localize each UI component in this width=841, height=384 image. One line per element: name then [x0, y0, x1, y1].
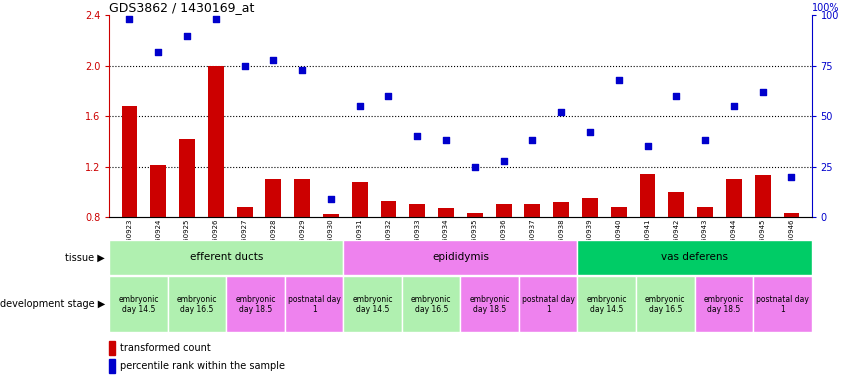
Text: 100%: 100%: [812, 3, 839, 13]
Bar: [467, 213, 483, 217]
Point: [756, 89, 770, 95]
Point: [353, 103, 367, 109]
Bar: [343, 276, 402, 332]
Bar: [266, 179, 281, 217]
Bar: [784, 213, 799, 217]
Bar: [109, 276, 168, 332]
Bar: [695, 276, 753, 332]
Point: [669, 93, 683, 99]
Text: postnatal day
1: postnatal day 1: [521, 295, 574, 314]
Text: GDS3862 / 1430169_at: GDS3862 / 1430169_at: [109, 1, 255, 14]
Point: [209, 17, 223, 23]
Point: [439, 137, 452, 144]
Bar: [410, 204, 426, 217]
Text: embryonic
day 16.5: embryonic day 16.5: [645, 295, 685, 314]
Point: [180, 33, 193, 39]
Bar: [438, 208, 454, 217]
Bar: [636, 276, 695, 332]
Bar: [294, 179, 310, 217]
Bar: [323, 214, 339, 217]
Text: percentile rank within the sample: percentile rank within the sample: [120, 361, 285, 371]
Bar: [109, 359, 115, 373]
Point: [123, 17, 136, 23]
Bar: [525, 204, 540, 217]
Bar: [611, 207, 627, 217]
Bar: [726, 179, 742, 217]
Bar: [381, 200, 396, 217]
Text: efferent ducts: efferent ducts: [190, 252, 263, 262]
Bar: [151, 165, 167, 217]
Bar: [669, 192, 685, 217]
Bar: [236, 207, 252, 217]
Text: embryonic
day 16.5: embryonic day 16.5: [177, 295, 217, 314]
Bar: [519, 276, 578, 332]
Text: transformed count: transformed count: [120, 343, 210, 353]
Text: embryonic
day 16.5: embryonic day 16.5: [411, 295, 452, 314]
Text: embryonic
day 18.5: embryonic day 18.5: [704, 295, 744, 314]
Text: embryonic
day 14.5: embryonic day 14.5: [352, 295, 393, 314]
Bar: [208, 66, 224, 217]
Text: embryonic
day 18.5: embryonic day 18.5: [469, 295, 510, 314]
Bar: [343, 240, 578, 275]
Bar: [168, 276, 226, 332]
Text: development stage ▶: development stage ▶: [0, 299, 105, 310]
Text: embryonic
day 14.5: embryonic day 14.5: [586, 295, 627, 314]
Point: [382, 93, 395, 99]
Point: [410, 133, 424, 139]
Point: [325, 196, 338, 202]
Point: [267, 57, 280, 63]
Text: embryonic
day 18.5: embryonic day 18.5: [235, 295, 276, 314]
Bar: [460, 276, 519, 332]
Bar: [109, 341, 115, 355]
Point: [238, 63, 251, 69]
Point: [554, 109, 568, 115]
Point: [727, 103, 741, 109]
Text: postnatal day
1: postnatal day 1: [756, 295, 809, 314]
Text: postnatal day
1: postnatal day 1: [288, 295, 341, 314]
Point: [526, 137, 539, 144]
Bar: [754, 175, 770, 217]
Bar: [402, 276, 460, 332]
Point: [612, 77, 626, 83]
Bar: [578, 276, 636, 332]
Point: [468, 164, 482, 170]
Bar: [109, 240, 343, 275]
Point: [295, 67, 309, 73]
Bar: [226, 276, 285, 332]
Text: tissue ▶: tissue ▶: [66, 252, 105, 262]
Bar: [179, 139, 195, 217]
Bar: [640, 174, 655, 217]
Point: [698, 137, 711, 144]
Text: embryonic
day 14.5: embryonic day 14.5: [119, 295, 159, 314]
Bar: [495, 204, 511, 217]
Bar: [122, 106, 137, 217]
Bar: [352, 182, 368, 217]
Bar: [753, 276, 812, 332]
Point: [497, 157, 510, 164]
Bar: [697, 207, 713, 217]
Bar: [553, 202, 569, 217]
Bar: [578, 240, 812, 275]
Point: [583, 129, 596, 136]
Text: epididymis: epididymis: [432, 252, 489, 262]
Point: [151, 49, 165, 55]
Point: [785, 174, 798, 180]
Bar: [582, 198, 598, 217]
Text: vas deferens: vas deferens: [661, 252, 728, 262]
Bar: [285, 276, 343, 332]
Point: [641, 143, 654, 149]
